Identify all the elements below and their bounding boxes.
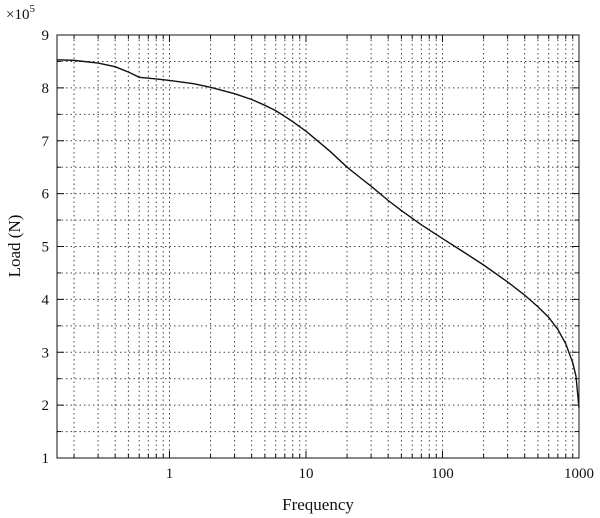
y-multiplier-base: ×10 [6, 7, 29, 23]
y-tick-label: 3 [42, 345, 50, 361]
y-multiplier: ×105 [6, 3, 35, 23]
y-tick-label: 8 [42, 81, 50, 97]
y-tick-label: 9 [42, 28, 50, 44]
axis-ticks [57, 34, 579, 459]
x-tick-label: 1000 [564, 466, 594, 482]
y-tick-label: 1 [42, 451, 50, 467]
y-tick-label: 2 [42, 398, 50, 414]
y-axis-label: Load (N) [5, 215, 24, 278]
y-multiplier-exponent: 5 [29, 3, 35, 15]
y-tick-label: 6 [42, 187, 50, 203]
x-axis-label: Frequency [282, 495, 354, 514]
series-line-load [56, 59, 580, 408]
grid [57, 35, 579, 458]
x-tick-label: 100 [431, 466, 454, 482]
y-tick-labels: 1 2 3 4 5 6 7 8 9 [42, 28, 50, 467]
y-tick-label: 4 [42, 292, 50, 308]
y-tick-label: 7 [42, 134, 50, 150]
x-tick-label: 1 [166, 466, 174, 482]
x-tick-label: 10 [298, 466, 313, 482]
plot-frame [56, 34, 580, 459]
y-tick-label: 5 [42, 240, 50, 256]
x-tick-labels: 1 10 100 1000 [166, 466, 594, 482]
